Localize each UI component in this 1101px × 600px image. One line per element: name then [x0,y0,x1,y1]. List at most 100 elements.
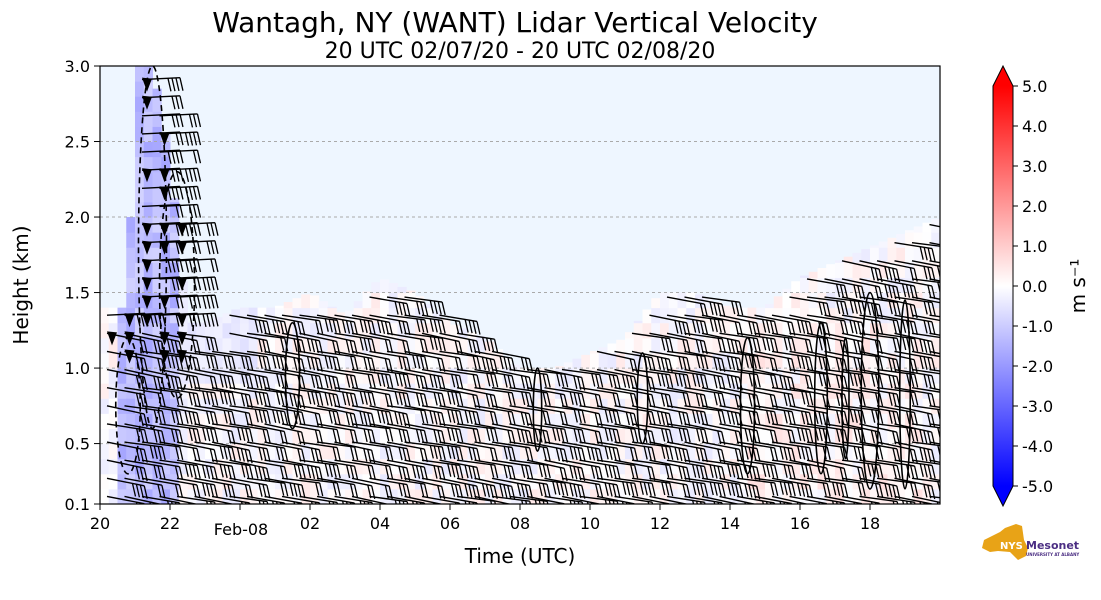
barb-feather [420,409,425,424]
logo-name: Mesonet [1026,539,1079,552]
velocity-cell [887,322,897,339]
barb-shaft [614,368,652,379]
barb-feather [726,410,732,425]
contour-negative [158,170,196,400]
velocity-cell [870,488,880,504]
barb-shaft [614,477,653,485]
barb-shaft [369,423,408,432]
velocity-cell [598,413,608,429]
barb-shaft [701,459,740,467]
contour-positive [636,352,649,445]
velocity-cell [283,301,293,309]
barb-feather [950,447,953,460]
velocity-cell [248,398,258,414]
velocity-cell [301,337,311,354]
velocity-cell [712,428,722,445]
velocity-cell [563,362,573,369]
wind-barb [491,441,534,461]
barb-feather [275,446,281,460]
velocity-cell [721,322,731,339]
barb-feather [560,482,565,496]
barb-feather [258,392,263,406]
barb-feather [184,168,190,183]
wind-barb [666,477,709,497]
barb-feather [927,357,932,371]
velocity-cell [397,368,407,384]
barb-feather [835,283,841,298]
wind-barb [806,278,849,299]
velocity-cell [668,307,678,324]
barb-shaft [491,477,530,487]
velocity-cell [310,352,320,369]
velocity-cell [213,428,223,445]
velocity-cell [528,368,538,384]
wind-barb [421,477,464,499]
barb-shaft [876,260,915,270]
velocity-cell [397,413,407,429]
barb-feather [738,449,743,463]
velocity-cell [336,368,346,384]
velocity-cell [380,458,390,475]
barb-shaft [334,441,372,451]
velocity-cell [913,458,923,475]
velocity-cell [143,322,153,339]
barb-shaft [386,441,425,450]
barb-feather [556,427,561,442]
wind-barb [474,350,516,372]
barb-shaft [334,332,373,340]
barb-feather [188,411,193,425]
barb-shaft [684,459,723,468]
barb-feather [336,357,341,371]
velocity-cell [511,443,521,460]
wind-barb [159,441,201,462]
barb-shaft [649,477,688,486]
velocity-cell [143,201,153,218]
barb-feather [937,281,940,295]
velocity-cell [432,398,442,414]
velocity-cell [808,428,818,445]
wind-barb [631,441,674,460]
barb-feather [664,428,670,443]
barb-feather [166,374,172,389]
barb-feather [307,390,312,405]
barb-feather [678,465,683,480]
wind-barb [666,441,708,463]
barb-feather [748,393,753,407]
velocity-cell [817,398,827,414]
barb-feather [800,483,806,497]
barb-feather [349,321,355,335]
barb-feather [248,356,254,371]
velocity-cell [353,488,363,504]
velocity-cell [817,428,827,445]
velocity-cell [178,368,188,384]
barb-feather [301,412,306,426]
velocity-cell [913,473,923,490]
barb-feather [665,446,670,460]
barb-feather [175,410,180,424]
wind-barb [771,314,814,336]
colorbar-tick-label: -1.0 [1022,317,1053,336]
velocity-cell [345,428,355,445]
velocity-cell [852,368,862,384]
barb-feather [765,319,771,334]
barb-shaft [456,350,495,361]
velocity-cell [493,473,503,490]
velocity-cell [345,488,355,504]
velocity-cell [336,473,346,490]
barb-feather [773,502,776,504]
barb-shaft [841,495,880,504]
barb-shaft [824,423,863,431]
velocity-cell [476,473,486,490]
barb-shaft [544,405,583,412]
wind-barb [369,477,411,498]
barb-feather [310,465,316,480]
barb-feather [472,320,477,334]
wind-barb [911,405,940,423]
barb-feather [923,247,928,261]
velocity-cell [388,337,398,354]
barb-feather [563,394,568,408]
velocity-cell [616,398,626,414]
wind-barb [334,314,376,335]
barb-shaft [789,405,827,414]
velocity-cell [266,337,276,354]
